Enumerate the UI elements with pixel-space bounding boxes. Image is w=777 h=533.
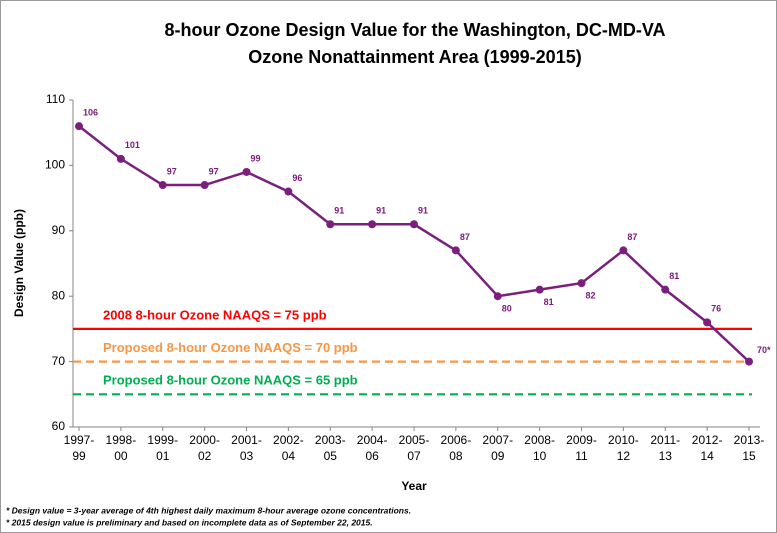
x-tick-label: 2010- [608, 433, 639, 447]
x-axis-label: Year [401, 479, 427, 493]
reference-label: 2008 8-hour Ozone NAAQS = 75 ppb [103, 307, 327, 322]
x-tick-label: 14 [700, 449, 714, 463]
value-label: 81 [669, 271, 679, 281]
value-label: 96 [292, 173, 302, 183]
x-tick-label: 2012- [692, 433, 723, 447]
value-label: 76 [711, 304, 721, 314]
point [493, 292, 502, 301]
y-axis-label: Design Value (ppb) [12, 209, 26, 317]
x-tick-label: 01 [156, 449, 170, 463]
y-tick-label: 110 [46, 92, 65, 106]
reference-label: Proposed 8-hour Ozone NAAQS = 65 ppb [103, 373, 358, 388]
point [577, 279, 586, 288]
value-label: 87 [460, 232, 470, 242]
x-tick-label: 1999- [147, 433, 178, 447]
value-label: 97 [167, 166, 177, 176]
point [200, 181, 209, 190]
x-tick-label: 1997- [64, 433, 95, 447]
chart-title: Ozone Nonattainment Area (1999-2015) [248, 47, 581, 67]
x-tick-label: 2009- [566, 433, 597, 447]
x-tick-label: 2006- [441, 433, 472, 447]
x-tick-label: 2004- [357, 433, 388, 447]
value-label: 97 [209, 166, 219, 176]
value-label: 82 [586, 290, 596, 300]
point [703, 318, 712, 327]
value-label: 106 [83, 108, 98, 118]
y-tick-label: 80 [52, 288, 66, 302]
value-label: 81 [544, 297, 554, 307]
x-tick-label: 08 [449, 449, 463, 463]
value-label: 101 [125, 140, 140, 150]
x-tick-label: 02 [198, 449, 212, 463]
x-tick-label: 00 [114, 449, 128, 463]
footnote: * 2015 design value is preliminary and b… [6, 517, 373, 527]
value-label: 91 [418, 206, 428, 216]
x-tick-label: 12 [617, 449, 631, 463]
x-tick-label: 2002- [273, 433, 304, 447]
point [368, 220, 377, 229]
point [116, 154, 125, 163]
x-tick-label: 99 [72, 449, 86, 463]
point [158, 181, 167, 190]
value-label: 70* [757, 345, 771, 355]
x-tick-label: 06 [365, 449, 379, 463]
reference-label: Proposed 8-hour Ozone NAAQS = 70 ppb [103, 340, 358, 355]
y-tick-label: 60 [52, 419, 66, 433]
x-tick-label: 03 [240, 449, 254, 463]
value-label: 99 [251, 153, 261, 163]
value-label: 80 [502, 304, 512, 314]
point [326, 220, 335, 229]
y-tick-label: 100 [45, 158, 65, 172]
y-tick-label: 70 [52, 354, 66, 368]
x-tick-label: 1998- [106, 433, 137, 447]
point [242, 167, 251, 176]
point [410, 220, 418, 229]
footnote: * Design value = 3-year average of 4th h… [6, 505, 411, 515]
point [535, 285, 544, 294]
x-tick-label: 05 [324, 449, 338, 463]
x-tick-label: 2013- [734, 433, 765, 447]
x-tick-label: 2011- [650, 433, 680, 447]
point [451, 246, 460, 255]
x-tick-label: 13 [659, 449, 673, 463]
point [619, 246, 628, 255]
y-tick-label: 90 [52, 223, 66, 237]
x-tick-label: 2007- [482, 433, 513, 447]
x-tick-label: 2003- [315, 433, 346, 447]
x-tick-label: 10 [533, 449, 547, 463]
value-label: 91 [376, 206, 386, 216]
x-tick-label: 04 [282, 449, 296, 463]
point [284, 187, 293, 196]
x-tick-label: 2000- [189, 433, 220, 447]
x-tick-label: 15 [742, 449, 756, 463]
x-tick-label: 2005- [399, 433, 430, 447]
point [745, 357, 753, 366]
point [75, 122, 83, 131]
value-label: 87 [627, 232, 637, 242]
x-tick-label: 07 [407, 449, 421, 463]
x-tick-label: 2001- [231, 433, 262, 447]
chart-title: 8-hour Ozone Design Value for the Washin… [164, 20, 665, 40]
value-label: 91 [334, 206, 344, 216]
x-tick-label: 11 [575, 449, 588, 463]
x-tick-label: 09 [491, 449, 505, 463]
x-tick-label: 2008- [524, 433, 555, 447]
point [661, 285, 670, 294]
